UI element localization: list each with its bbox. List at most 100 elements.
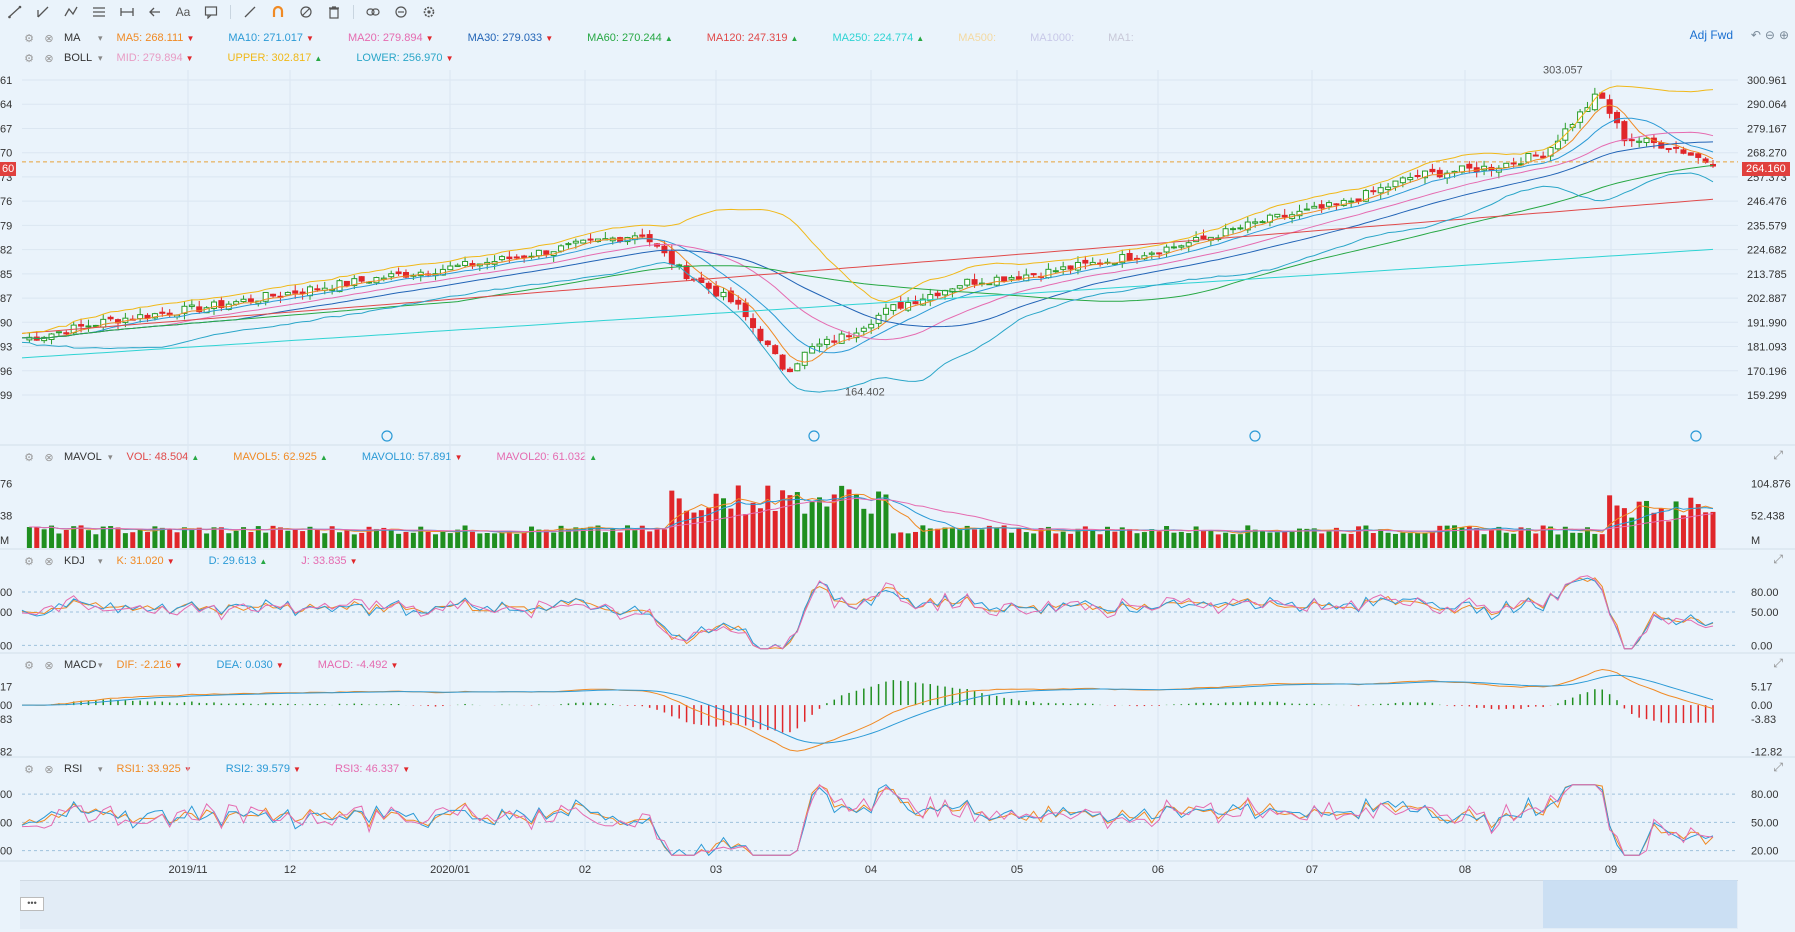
delete-icon[interactable] (323, 2, 345, 22)
trend-line-icon[interactable] (4, 2, 26, 22)
volume-bar (1459, 527, 1465, 548)
volume-bar (691, 512, 697, 548)
volume-bar (115, 527, 121, 548)
volume-bar (876, 491, 882, 548)
volume-bar (669, 490, 675, 548)
expand-icon[interactable]: ⤢ (1773, 760, 1783, 774)
time-axis-label: 02 (579, 864, 591, 876)
series-line-ma20 (21, 131, 1714, 341)
close-icon[interactable]: ⊗ (44, 32, 54, 45)
ma-value-arrow: ▼ (306, 34, 314, 43)
macd-values: DIF: -2.216 ▼ DEA: 0.030 ▼ MACD: -4.492 ▼ (117, 659, 433, 671)
volume-bar (1311, 528, 1317, 548)
gear-icon[interactable]: ⚙ (24, 52, 34, 65)
close-icon[interactable]: ⊗ (44, 52, 54, 65)
comment-icon[interactable] (200, 2, 222, 22)
zoom-out-icon[interactable]: ⊖ (1764, 28, 1775, 42)
chevron-down-icon[interactable]: ▾ (108, 451, 113, 462)
gear-icon[interactable]: ⚙ (24, 451, 34, 464)
expand-icon[interactable]: ⤢ (1773, 448, 1783, 462)
volume-bar (728, 508, 734, 548)
macd-tick-label: 5.17 (1751, 681, 1772, 693)
volume-bar (1104, 526, 1110, 548)
magnet-icon[interactable] (267, 2, 289, 22)
text-tool-button[interactable]: Aa (172, 2, 194, 22)
candle-body (1510, 162, 1517, 165)
close-icon[interactable]: ⊗ (44, 555, 54, 568)
candle-body (358, 276, 365, 282)
chevron-down-icon[interactable]: ▾ (98, 763, 103, 774)
close-icon[interactable]: ⊗ (44, 659, 54, 672)
path-icon[interactable] (60, 2, 82, 22)
pen-icon[interactable] (32, 2, 54, 22)
gear-icon[interactable]: ⚙ (24, 32, 34, 45)
volume-bar (802, 513, 808, 548)
sync-icon[interactable] (390, 2, 412, 22)
candle-body (1385, 186, 1392, 191)
volume-bar (735, 485, 741, 548)
volume-bar (661, 529, 667, 548)
gear-icon[interactable]: ⚙ (24, 763, 34, 776)
volume-bar (1599, 534, 1605, 548)
volume-bar (1082, 526, 1088, 548)
volume-bar (890, 533, 896, 548)
candle-body (971, 279, 978, 285)
close-icon[interactable]: ⊗ (44, 763, 54, 776)
candle-body (720, 291, 727, 298)
candle-body (1045, 268, 1052, 279)
kdj-values: K: 31.020 ▼ D: 29.613 ▲ J: 33.835 ▼ (117, 555, 392, 567)
undo-icon[interactable]: ↶ (1750, 28, 1761, 42)
event-marker-icon (808, 430, 820, 442)
event-marker-icon (1249, 430, 1261, 442)
volume-bar (1370, 533, 1376, 548)
navigator-window[interactable] (1543, 880, 1737, 928)
volume-bar (1703, 512, 1709, 548)
kdj-tick-label-left: 00 (0, 587, 12, 599)
candle-body (964, 278, 971, 286)
candle-body (558, 245, 565, 252)
volume-bar (233, 530, 239, 548)
eraser-icon[interactable] (239, 2, 261, 22)
zoom-in-icon[interactable]: ⊕ (1778, 28, 1789, 42)
rsi-tick-label: 80.00 (1751, 789, 1779, 801)
expand-icon[interactable]: ⤢ (1773, 552, 1783, 566)
time-axis-label: 2019/11 (169, 864, 208, 876)
volume-bar (1097, 534, 1103, 548)
chevron-down-icon[interactable]: ▾ (98, 555, 103, 566)
volume-bar (986, 525, 992, 548)
chart-window-controls: ↶ ⊖ ⊕ (1751, 28, 1789, 42)
low-price-label: 164.402 (845, 387, 885, 399)
gear-icon[interactable]: ⚙ (24, 659, 34, 672)
volume-bar (1680, 515, 1686, 548)
navigator-more-button[interactable]: ••• (20, 897, 44, 911)
navigator-strip[interactable] (20, 880, 1738, 929)
measure-icon[interactable] (116, 2, 138, 22)
adjust-forward-toggle[interactable]: Adj Fwd (1689, 28, 1733, 42)
volume-bar (1673, 501, 1679, 548)
chevron-down-icon[interactable]: ▾ (98, 32, 103, 43)
settings-icon[interactable] (418, 2, 440, 22)
gear-icon[interactable]: ⚙ (24, 555, 34, 568)
toolbar-divider (353, 5, 354, 19)
close-icon[interactable]: ⊗ (44, 451, 54, 464)
volume-bar (1149, 529, 1155, 548)
expand-icon[interactable]: ⤢ (1773, 656, 1783, 670)
time-axis-label: 04 (865, 864, 877, 876)
hide-icon[interactable] (295, 2, 317, 22)
volume-bar (403, 531, 409, 548)
back-icon[interactable] (144, 2, 166, 22)
fib-icon[interactable] (88, 2, 110, 22)
volume-bar (1008, 532, 1014, 548)
chevron-down-icon[interactable]: ▾ (98, 52, 103, 63)
candle-body (78, 324, 85, 327)
volume-bar (521, 532, 527, 548)
candle-body (757, 328, 764, 342)
candle-body (1311, 205, 1318, 209)
candle-body (447, 265, 454, 271)
link-icon[interactable] (362, 2, 384, 22)
volume-bar (506, 531, 512, 548)
volume-bar (853, 494, 859, 548)
volume-bar (1511, 533, 1517, 548)
chevron-down-icon[interactable]: ▾ (98, 659, 103, 670)
